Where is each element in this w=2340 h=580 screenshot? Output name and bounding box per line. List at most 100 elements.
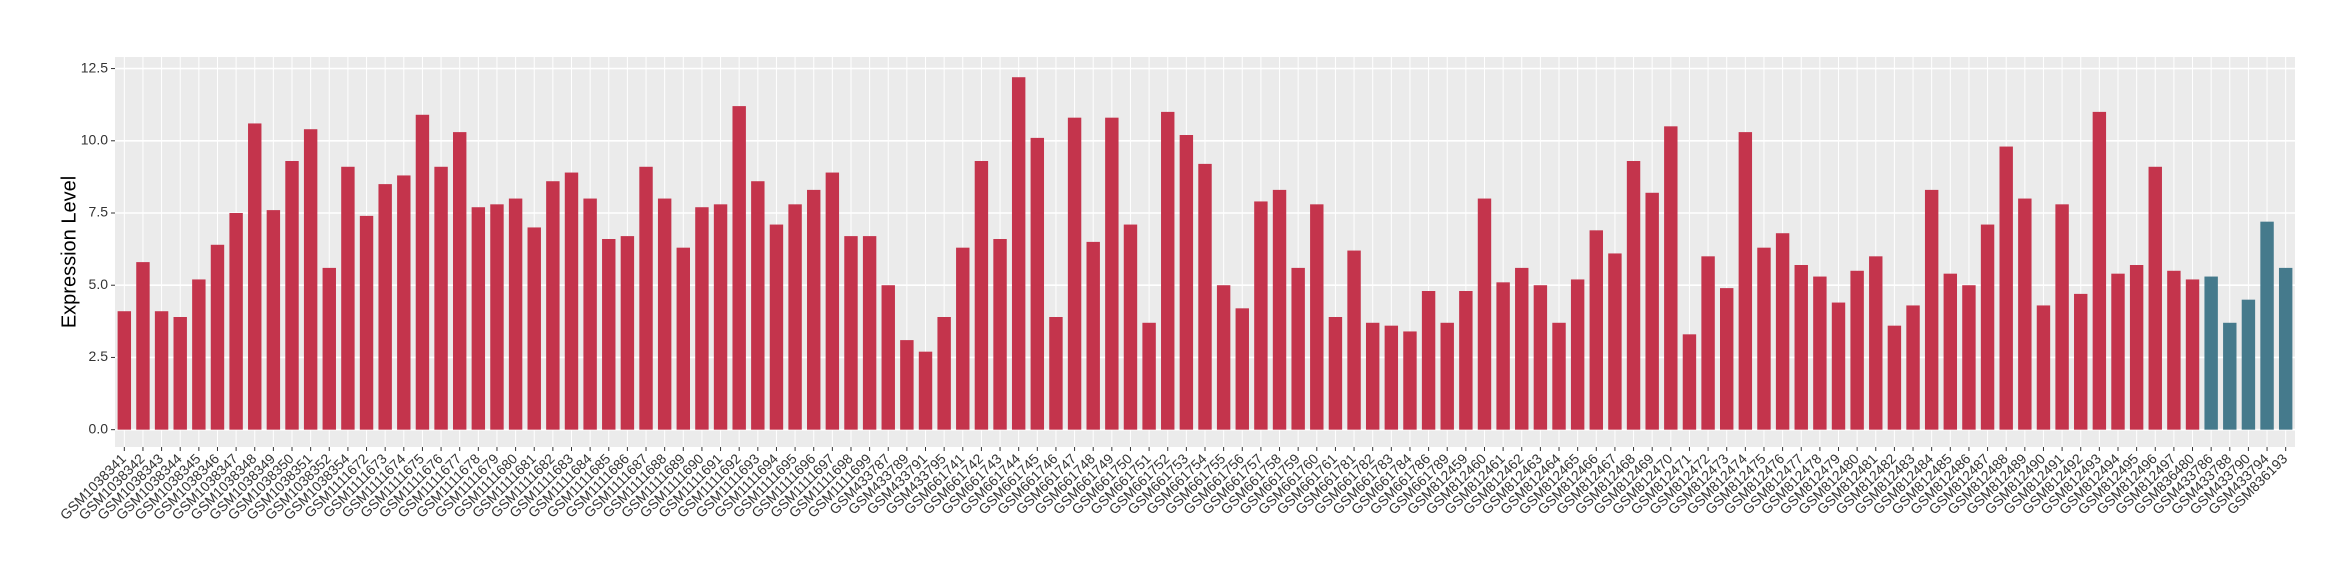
bar [639,166,653,430]
bar [1906,305,1920,430]
bar [2018,198,2032,430]
bar [2260,221,2274,430]
bar [695,207,709,430]
bar [1086,241,1100,430]
bar [2278,267,2293,430]
y-axis-title: Expression Level [58,176,80,328]
bar [1198,163,1212,430]
bar [676,247,690,430]
bar [1179,135,1194,430]
bar [844,236,858,430]
bar [397,175,411,430]
bar [1570,279,1585,430]
bar [1049,317,1063,430]
bar [359,215,374,430]
bar [1626,161,1641,430]
y-tick-label: 2.5 [89,348,109,364]
bar [1011,77,1026,430]
bar [2036,305,2051,430]
bar [1142,322,1156,430]
bar [657,198,672,430]
bar [1794,265,1808,430]
bar [154,311,169,430]
bar [2129,265,2144,430]
bar [2092,111,2107,430]
y-tick-label: 7.5 [89,204,109,220]
bar [769,224,784,430]
bar [1291,267,1305,430]
bar [1365,322,1380,430]
bar [1608,253,1622,430]
bar [937,317,951,430]
bar [2111,273,2125,430]
bar [1869,256,1883,430]
bar [732,106,746,430]
bar [1738,132,1753,430]
bar [1254,201,1268,430]
bar [1887,325,1902,430]
bar [173,317,187,430]
bar [136,262,150,430]
bar [620,236,635,430]
bar [751,181,765,430]
y-tick-label: 10.0 [81,131,108,147]
bar [2074,293,2088,430]
bar [825,172,840,430]
bar [1161,111,1175,430]
bar [434,166,448,430]
bar [974,161,989,430]
bar [546,181,560,430]
bar [881,285,895,430]
bar [415,114,430,430]
bar [303,129,318,430]
bar [1831,302,1846,430]
bar [452,132,467,430]
bar [285,161,299,430]
bar [1440,322,1454,430]
bar [508,198,523,430]
bar [1384,325,1399,430]
bar [807,189,821,430]
bar [2167,270,2181,430]
bar [1645,192,1659,430]
bar [583,198,597,430]
bar [900,340,914,430]
bar [1459,291,1473,430]
bar [1924,189,1939,430]
bar [1067,117,1082,430]
bar [918,351,933,430]
bar [2223,322,2237,430]
bar [1850,270,1864,430]
bar [564,172,579,430]
bar [1123,224,1138,430]
bar [1030,137,1045,430]
bar [1775,233,1790,430]
bar [527,227,541,430]
bar [1310,204,1324,430]
bar [490,204,504,430]
bar [378,184,392,430]
bar [713,204,728,430]
y-tick-label: 5.0 [89,276,109,292]
bar [1589,230,1603,430]
bar [1403,331,1417,430]
bar [1943,273,1958,430]
bar [1813,276,1827,430]
bar [2148,166,2162,430]
bar [266,210,281,430]
bar [1235,308,1249,430]
y-tick-label: 12.5 [81,59,108,75]
bar [1552,322,1566,430]
bar [2185,279,2200,430]
bar [1515,267,1529,430]
y-tick-label: 0.0 [89,420,109,436]
bar [1105,117,1119,430]
bar [1720,288,1734,430]
bar [788,204,802,430]
bar [1664,126,1678,430]
bar [1328,317,1343,430]
bar [602,239,616,430]
bar [1682,334,1697,430]
bar [1999,146,2013,430]
